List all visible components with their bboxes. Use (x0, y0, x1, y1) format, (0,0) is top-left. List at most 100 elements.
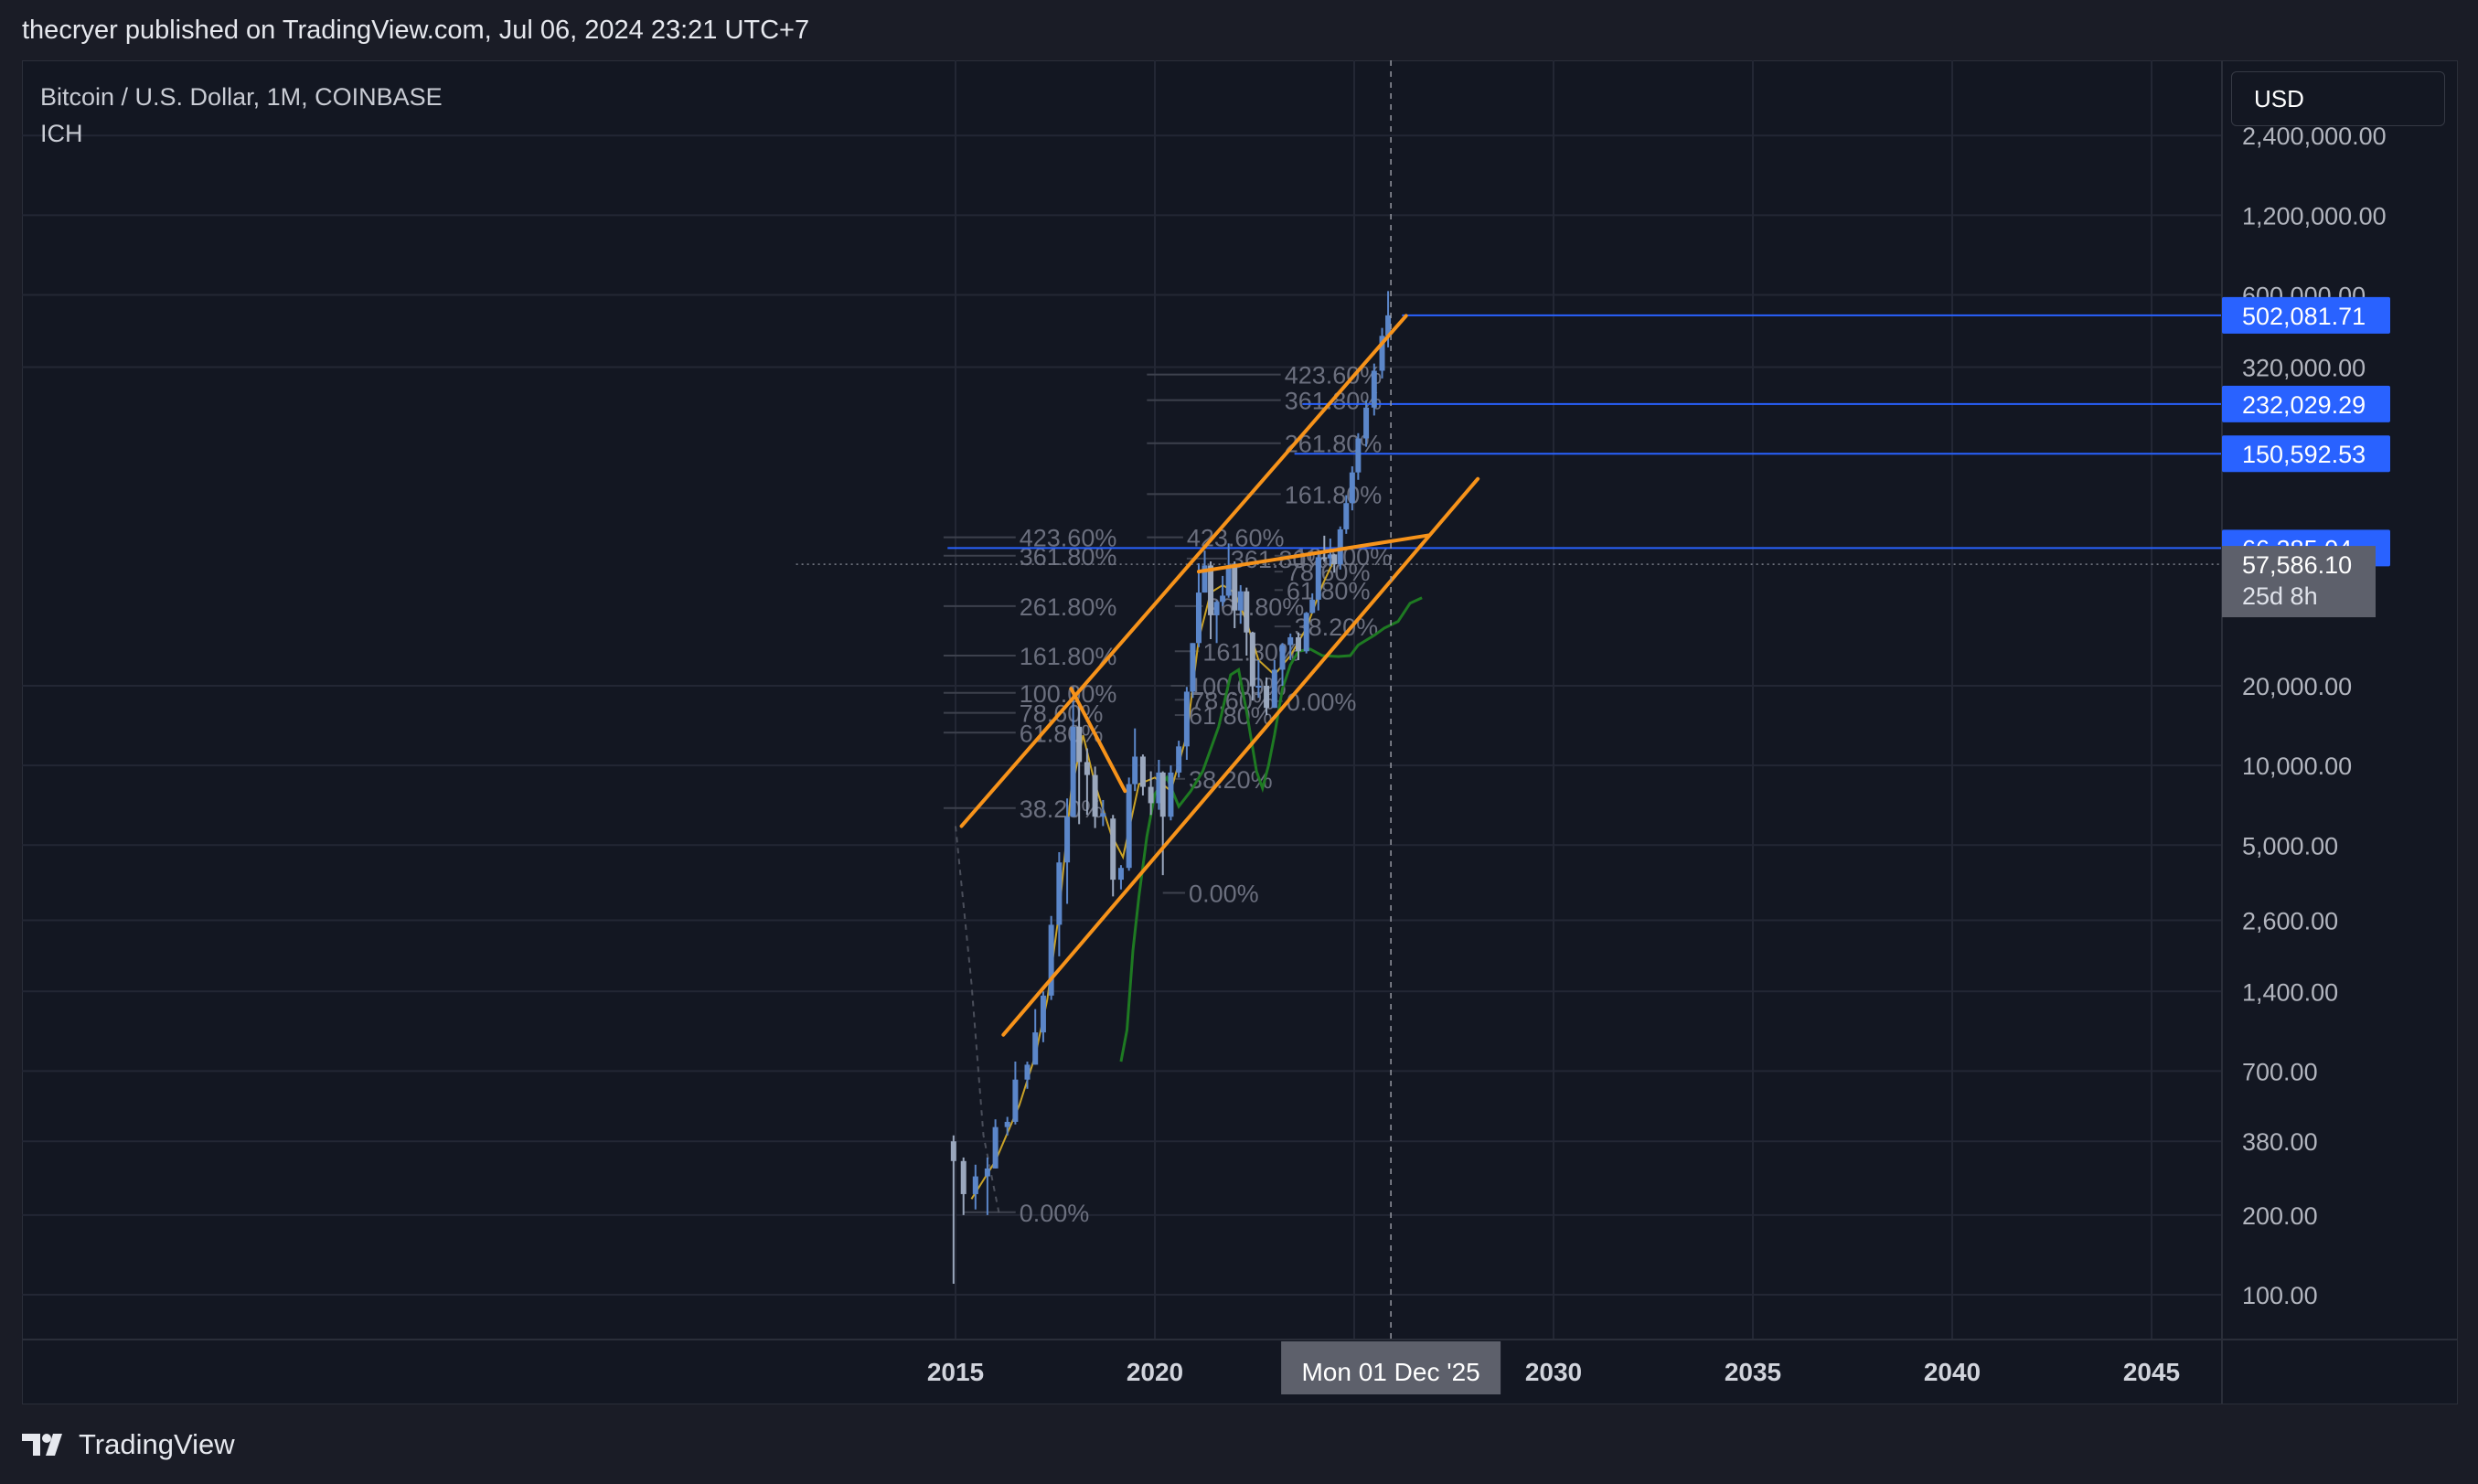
candle-countdown-label: 25d 8h (2242, 582, 2318, 610)
candle-body (1363, 407, 1370, 439)
price-label-text: 502,081.71 (2242, 303, 2366, 330)
time-tick-label: 2020 (1127, 1358, 1183, 1386)
candle-body (1100, 813, 1106, 817)
candle-body (1056, 862, 1063, 925)
candle-body (1176, 746, 1182, 773)
candle-body (1139, 756, 1146, 787)
price-labels: 502,081.71232,029.29150,592.5366,285.045… (2222, 296, 2390, 618)
candle-body (1195, 593, 1202, 644)
current-price-label: 57,586.10 (2242, 551, 2352, 579)
candle-body (1070, 726, 1076, 817)
candle-body (1321, 557, 1328, 560)
chart-frame[interactable] (22, 60, 2458, 1404)
symbol-title: Bitcoin / U.S. Dollar, 1M, COINBASE (40, 83, 443, 111)
price-label-text: 232,029.29 (2242, 391, 2366, 419)
price-label-text: 150,592.53 (2242, 441, 2366, 468)
price-tick-label: 700.00 (2242, 1058, 2318, 1085)
candle-body (1126, 784, 1132, 869)
symbol-legend: Bitcoin / U.S. Dollar, 1M, COINBASE ICH (40, 79, 443, 152)
candle-body (1343, 503, 1350, 529)
candle-body (1064, 817, 1071, 863)
fib-label: 61.80% (1189, 702, 1273, 730)
price-axis: 2,400,000.001,200,000.00600,000.00320,00… (2242, 123, 2387, 1309)
candle-body (1287, 636, 1294, 646)
candle-body (1190, 643, 1196, 692)
candle-body (1168, 772, 1174, 817)
candle-body (1183, 691, 1190, 747)
candle-body (1249, 632, 1255, 687)
price-tick-label: 5,000.00 (2242, 832, 2338, 859)
ichimoku-cloud-line (1119, 596, 1423, 1062)
candle-body (1309, 599, 1316, 614)
fib-label: 0.00% (1287, 689, 1357, 716)
price-tick-label: 10,000.00 (2242, 753, 2352, 780)
candle-body (1331, 554, 1338, 565)
candle-body (1327, 554, 1333, 559)
candle-body (1232, 565, 1238, 611)
price-tick-label: 2,400,000.00 (2242, 123, 2387, 150)
candle-body (1271, 669, 1277, 709)
time-tick-label: 2035 (1725, 1358, 1781, 1386)
fib-label: 78.60% (1191, 687, 1275, 714)
grid (22, 60, 2222, 1340)
fib-label: 0.00% (1189, 880, 1259, 907)
price-tick-label: 20,000.00 (2242, 673, 2352, 700)
candle-body (1156, 772, 1162, 804)
candle-body (1264, 686, 1270, 709)
candle-body (1303, 613, 1309, 652)
candle-body (1315, 557, 1321, 600)
candle-body (1244, 591, 1250, 633)
candle-body (1371, 370, 1377, 408)
candle-body (1084, 762, 1090, 775)
candle-body (1004, 1121, 1010, 1127)
crosshair-date-badge (1281, 1341, 1501, 1394)
price-tick-label: 1,200,000.00 (2242, 202, 2387, 230)
candle-body (1279, 645, 1286, 670)
candle-body (1379, 336, 1385, 371)
candle-body (1349, 472, 1355, 504)
price-tick-label: 320,000.00 (2242, 354, 2366, 381)
candle-body (984, 1168, 990, 1177)
candle-body (1012, 1079, 1019, 1122)
fib-label: 0.00% (1020, 1200, 1090, 1227)
candle-body (1024, 1064, 1031, 1080)
fib-label: 361.80% (1020, 543, 1117, 571)
plot-area: 423.60% 361.80% 261.80% 161.80% 100.00%78.60… (22, 60, 2222, 1340)
fib-label: 61.80% (1287, 577, 1371, 604)
candle-body (1132, 756, 1138, 785)
candle-body (1385, 315, 1392, 336)
tradingview-logo-icon (22, 1434, 62, 1456)
candle-body (1337, 528, 1343, 565)
indicator-label[interactable]: ICH (40, 120, 83, 147)
candle-body (1255, 686, 1262, 688)
fib-label: 100.00% (1189, 673, 1287, 700)
candle-body (1148, 786, 1154, 804)
currency-label: USD (2254, 84, 2304, 112)
currency-selector[interactable]: USD (2231, 71, 2445, 126)
channel-lines (959, 314, 1480, 1037)
price-tick-label: 2,600.00 (2242, 907, 2338, 934)
fib-label: 423.60% (1285, 362, 1383, 390)
time-tick-label: 2040 (1924, 1358, 1981, 1386)
price-label-badge (2222, 435, 2390, 473)
candle-body (1202, 565, 1208, 593)
candle-body (1237, 591, 1244, 611)
fib-label: 161.80% (1285, 481, 1383, 508)
candle-body (1208, 565, 1214, 615)
time-tick-label: 2045 (2123, 1358, 2180, 1386)
price-label-badge (2222, 296, 2390, 334)
candle-body (1355, 438, 1362, 473)
candle-body (1295, 636, 1301, 652)
candle-body (1048, 924, 1054, 996)
candle-body (1110, 818, 1116, 881)
crosshair-date-label: Mon 01 Dec '25 (1301, 1358, 1479, 1386)
publish-info: thecryer published on TradingView.com, J… (22, 15, 810, 45)
candle-body (1117, 868, 1124, 881)
tradingview-brand[interactable]: TradingView (79, 1428, 235, 1460)
time-axis: 2015 2020 2030 2035 2040 2045 Mon 01 Dec '25 (927, 1341, 2180, 1394)
candle-body (950, 1141, 956, 1161)
candle-body (1159, 772, 1166, 817)
channel-trendline (1001, 476, 1480, 1037)
candle-body (1213, 602, 1220, 615)
